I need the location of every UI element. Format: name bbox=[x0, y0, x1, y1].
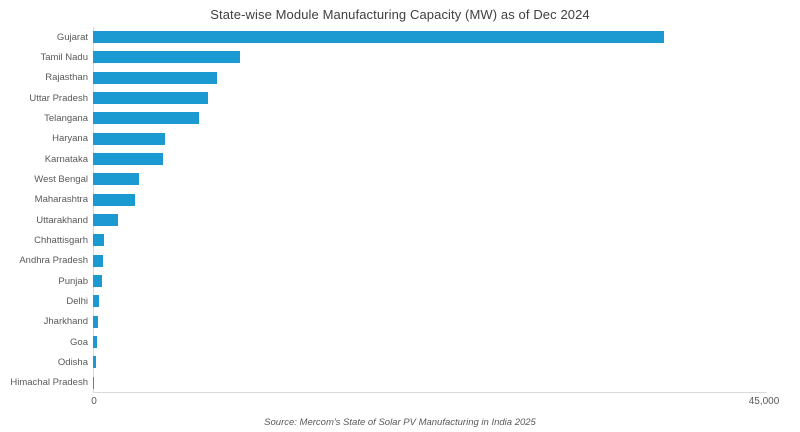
category-label: Rajasthan bbox=[45, 72, 88, 84]
bar-track bbox=[93, 132, 766, 145]
bar bbox=[93, 315, 98, 328]
bar-row: Rajasthan bbox=[0, 68, 800, 88]
bar bbox=[93, 71, 218, 84]
chart-title: State-wise Module Manufacturing Capacity… bbox=[210, 7, 590, 22]
category-label: Haryana bbox=[52, 133, 88, 145]
bar-track bbox=[93, 112, 766, 125]
bar-track bbox=[93, 214, 766, 227]
bar-track bbox=[93, 275, 766, 288]
bar-row: Karnataka bbox=[0, 149, 800, 169]
bar-track bbox=[93, 254, 766, 267]
bar-row: Andhra Pradesh bbox=[0, 251, 800, 271]
bar bbox=[93, 275, 102, 288]
bar bbox=[93, 132, 165, 145]
category-label: Jharkhand bbox=[43, 316, 88, 328]
bar bbox=[93, 295, 99, 308]
bar-track bbox=[93, 31, 766, 44]
bar-row: Delhi bbox=[0, 291, 800, 311]
category-label: Andhra Pradesh bbox=[19, 255, 88, 267]
bar bbox=[93, 356, 96, 369]
category-label: Punjab bbox=[58, 275, 88, 287]
x-tick-zero: 0 bbox=[91, 396, 97, 407]
bar bbox=[93, 92, 209, 105]
bar-track bbox=[93, 153, 766, 166]
bar bbox=[93, 336, 98, 349]
bar-row: Himachal Pradesh bbox=[0, 373, 800, 393]
category-label: Tamil Nadu bbox=[40, 51, 88, 63]
bar-track bbox=[93, 193, 766, 206]
x-tick-max: 45,000 bbox=[748, 396, 780, 407]
category-label: Karnataka bbox=[44, 153, 88, 165]
bar-row: Telangana bbox=[0, 108, 800, 128]
category-label: Goa bbox=[70, 336, 88, 348]
category-label: Delhi bbox=[66, 295, 88, 307]
bar-row: Chhattisgarh bbox=[0, 230, 800, 250]
bar-rows: Gujarat Tamil Nadu Rajasthan Uttar Pradesh T… bbox=[0, 27, 800, 393]
bar-track bbox=[93, 336, 766, 349]
bar-track bbox=[93, 71, 766, 84]
source-caption: Source: Mercom's State of Solar PV Manuf… bbox=[264, 417, 536, 428]
bar-row: Maharashtra bbox=[0, 190, 800, 210]
category-label: Telangana bbox=[44, 112, 88, 124]
category-label: Uttar Pradesh bbox=[29, 92, 88, 104]
bar bbox=[93, 234, 105, 247]
bar bbox=[93, 51, 240, 64]
category-label: Maharashtra bbox=[34, 194, 88, 206]
bar-row: Jharkhand bbox=[0, 312, 800, 332]
bar-row: Uttarakhand bbox=[0, 210, 800, 230]
bar-row: Punjab bbox=[0, 271, 800, 291]
bar-track bbox=[93, 356, 766, 369]
category-label: West Bengal bbox=[34, 173, 88, 185]
bar bbox=[93, 153, 164, 166]
bar-track bbox=[93, 315, 766, 328]
bar-row: West Bengal bbox=[0, 169, 800, 189]
bar-row: Goa bbox=[0, 332, 800, 352]
category-label: Chhattisgarh bbox=[34, 234, 88, 246]
bar bbox=[93, 193, 135, 206]
bar bbox=[93, 173, 140, 186]
y-axis-line bbox=[93, 27, 94, 393]
bar-track bbox=[93, 295, 766, 308]
bar bbox=[93, 112, 200, 125]
bar-row: Tamil Nadu bbox=[0, 47, 800, 67]
bar bbox=[93, 31, 665, 44]
bar-track bbox=[93, 92, 766, 105]
category-label: Gujarat bbox=[56, 31, 88, 43]
bar bbox=[93, 376, 95, 389]
bar-track bbox=[93, 173, 766, 186]
category-label: Himachal Pradesh bbox=[10, 377, 88, 389]
x-axis-line bbox=[93, 392, 767, 393]
category-label: Uttarakhand bbox=[36, 214, 88, 226]
bar-row: Odisha bbox=[0, 352, 800, 372]
bar-track bbox=[93, 376, 766, 389]
bar bbox=[93, 214, 119, 227]
bar-row: Uttar Pradesh bbox=[0, 88, 800, 108]
bar-row: Haryana bbox=[0, 129, 800, 149]
category-label: Odisha bbox=[57, 356, 88, 368]
bar bbox=[93, 254, 104, 267]
bar-track bbox=[93, 51, 766, 64]
bar-row: Gujarat bbox=[0, 27, 800, 47]
bar-track bbox=[93, 234, 766, 247]
